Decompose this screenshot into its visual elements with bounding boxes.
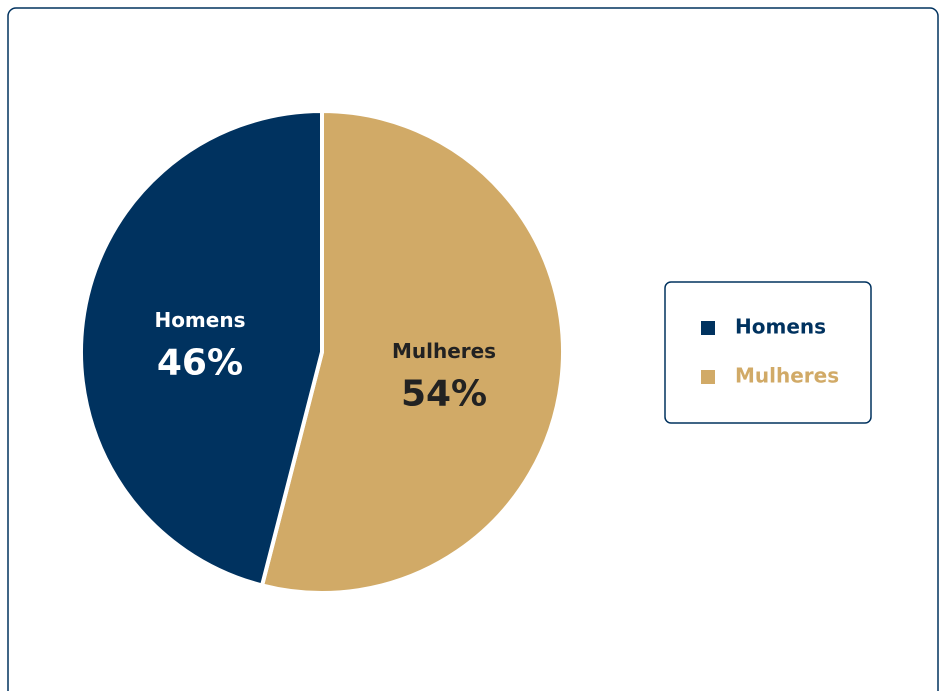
slice-value-label: 54% xyxy=(401,373,487,414)
slice-label: Homens xyxy=(154,308,245,332)
legend-swatch xyxy=(701,370,715,384)
slice-value-label: 46% xyxy=(157,343,243,384)
legend-label: Homens xyxy=(735,315,826,339)
legend-box xyxy=(664,281,872,424)
slice-label: Mulheres xyxy=(392,339,496,363)
pie-slice xyxy=(260,109,565,595)
legend-label: Mulheres xyxy=(735,364,839,388)
legend-swatch xyxy=(701,321,715,335)
pie-slice xyxy=(79,109,324,588)
